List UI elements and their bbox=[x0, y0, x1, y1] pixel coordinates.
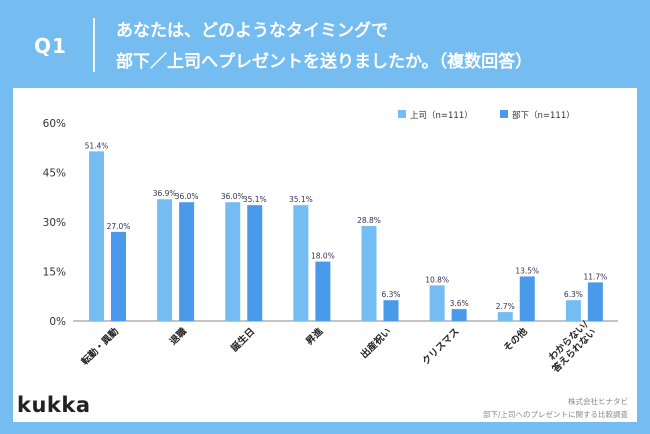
data-label: 51.4% bbox=[85, 141, 109, 150]
data-label: 2.7% bbox=[496, 302, 515, 311]
bar bbox=[225, 202, 241, 321]
bar bbox=[247, 205, 263, 321]
data-label: 36.0% bbox=[175, 192, 199, 201]
y-tick-label: 60% bbox=[43, 118, 66, 130]
bar bbox=[383, 300, 399, 321]
data-label: 6.3% bbox=[381, 290, 400, 299]
bar bbox=[179, 202, 195, 321]
data-label: 35.1% bbox=[289, 195, 313, 204]
legend-swatch bbox=[398, 110, 406, 118]
bar bbox=[111, 231, 126, 321]
category-label: 出産祝い bbox=[358, 325, 393, 360]
bar bbox=[497, 312, 513, 321]
data-label: 35.1% bbox=[243, 195, 267, 204]
source-survey-title: 部下/上司へのプレゼントに関する比較調査 bbox=[482, 410, 628, 419]
data-label: 10.8% bbox=[425, 275, 449, 284]
header: Q1 あなたは、どのようなタイミングで 部下／上司へプレゼントを送りましたか。（… bbox=[0, 0, 650, 88]
kukka-logo: kukka bbox=[17, 393, 91, 417]
data-label: 11.7% bbox=[583, 272, 607, 281]
category-label: 退職 bbox=[167, 325, 189, 347]
category-label: 誕生日 bbox=[229, 325, 258, 354]
data-label: 36.9% bbox=[153, 189, 177, 198]
bar bbox=[519, 276, 535, 321]
chart-card: 0% 15% 30% 45% 60% 51.4% 27.0% 転勤・異動 36.9% 36.0% 退… bbox=[13, 88, 637, 422]
legend-label: 部下（n=111） bbox=[512, 110, 575, 121]
legend-label: 上司（n=111） bbox=[410, 110, 473, 121]
category-label: 昇進 bbox=[303, 325, 325, 347]
bar bbox=[587, 282, 603, 321]
data-label: 18.0% bbox=[311, 252, 335, 261]
y-tick-label: 45% bbox=[43, 168, 66, 180]
category-label: クリスマス bbox=[420, 326, 461, 367]
source-company: 株式会社ヒナタビ bbox=[568, 397, 628, 406]
data-label: 13.5% bbox=[515, 266, 539, 275]
data-label: 27.0% bbox=[107, 222, 131, 231]
bar bbox=[315, 261, 331, 321]
bar bbox=[361, 225, 377, 321]
bar bbox=[157, 199, 173, 321]
legend-swatch bbox=[500, 110, 508, 118]
bar bbox=[293, 205, 309, 321]
category-label: 転勤・異動 bbox=[79, 325, 121, 367]
data-label: 28.8% bbox=[357, 216, 381, 225]
question-title-line2: 部下／上司へプレゼントを送りましたか。（複数回答） bbox=[116, 52, 533, 72]
data-label: 3.6% bbox=[450, 299, 469, 308]
data-label: 6.3% bbox=[564, 290, 583, 299]
y-tick-label: 30% bbox=[43, 217, 66, 229]
bar-chart: 0%15%30%45%60%51.4%27.0%転勤・異動36.9%36.0%退… bbox=[43, 110, 618, 376]
data-label: 36.0% bbox=[221, 192, 245, 201]
category-label: わからない/答えられない bbox=[542, 319, 599, 376]
category-label: その他 bbox=[501, 325, 530, 354]
bar bbox=[565, 300, 581, 321]
question-label: Q1 bbox=[34, 34, 67, 58]
bar bbox=[451, 309, 467, 321]
y-tick-label: 15% bbox=[43, 267, 66, 279]
header-divider bbox=[93, 18, 95, 72]
bar bbox=[89, 151, 104, 321]
bar bbox=[429, 285, 445, 321]
question-title-line1: あなたは、どのようなタイミングで bbox=[116, 21, 388, 41]
y-tick-label: 0% bbox=[49, 316, 66, 328]
